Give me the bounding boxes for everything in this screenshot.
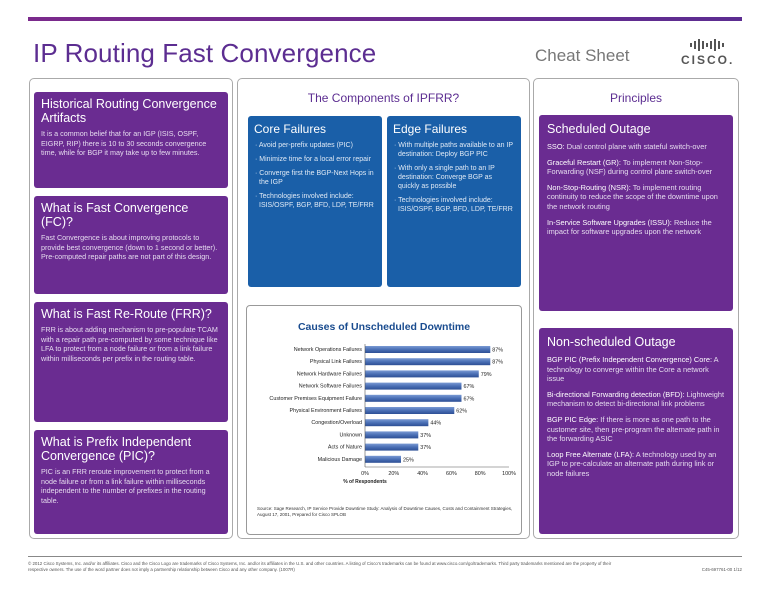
nonscheduled-title: Non-scheduled Outage bbox=[547, 335, 676, 349]
edge-item: · Technologies involved include: ISIS/OS… bbox=[394, 197, 513, 213]
scheduled-title: Scheduled Outage bbox=[547, 122, 651, 136]
bar bbox=[365, 419, 429, 427]
core-failures-title: Core Failures bbox=[254, 122, 327, 136]
box-fast-convergence: What is Fast Convergence (FC)? Fast Conv… bbox=[34, 196, 228, 294]
core-item: · Technologies involved include: ISIS/OS… bbox=[255, 193, 374, 209]
cisco-bars-icon bbox=[681, 38, 733, 52]
chart-title: Causes of Unscheduled Downtime bbox=[297, 321, 471, 333]
box-title: Historical Routing Convergence Artifacts bbox=[41, 97, 217, 125]
x-tick-label: 80% bbox=[475, 471, 486, 477]
bar-value-label: 37% bbox=[420, 433, 431, 439]
core-item: · Minimize time for a local error repair bbox=[255, 156, 371, 163]
principle-item: SSO: Dual control plane with stateful sw… bbox=[547, 142, 707, 151]
components-heading: The Components of IPFRR? bbox=[307, 91, 460, 105]
page-subtitle: Cheat Sheet bbox=[535, 46, 630, 65]
category-label: Physical Environment Failures bbox=[289, 408, 362, 414]
footer-legal: © 2012 Cisco Systems, Inc. and/or its af… bbox=[28, 561, 612, 572]
x-tick-label: 60% bbox=[446, 471, 457, 477]
chart-source: Source: Sage Research, IP Service Provid… bbox=[257, 506, 513, 517]
downtime-bar-chart: Network Operations Failures 87% Physical L… bbox=[269, 344, 516, 485]
category-label: Physical Link Failures bbox=[310, 359, 362, 365]
principle-item: BGP PIC Edge: If there is more as one pa… bbox=[547, 414, 720, 444]
category-label: Unknown bbox=[340, 432, 362, 438]
footer-divider bbox=[28, 556, 742, 557]
principle-item: Loop Free Alternate (LFA): A technology … bbox=[547, 449, 717, 478]
nonscheduled-outage-box: Non-scheduled Outage BGP PIC (Prefix Ind… bbox=[539, 328, 733, 534]
bar-value-label: 87% bbox=[492, 360, 503, 366]
bar bbox=[365, 346, 491, 353]
box-body: Fast Convergence is about improving prot… bbox=[41, 233, 218, 262]
edge-failures-box: Edge Failures · With multiple paths avai… bbox=[387, 116, 521, 287]
category-label: Malicious Damage bbox=[318, 457, 362, 463]
bar-value-label: 67% bbox=[463, 396, 474, 402]
x-tick-label: 100% bbox=[502, 471, 516, 477]
middle-column: The Components of IPFRR? Core Failures ·… bbox=[237, 78, 530, 539]
bar-value-label: 37% bbox=[420, 445, 431, 451]
footer: © 2012 Cisco Systems, Inc. and/or its af… bbox=[28, 561, 742, 573]
box-body: FRR is about adding mechanism to pre-pop… bbox=[41, 325, 218, 363]
category-label: Network Software Failures bbox=[299, 384, 363, 390]
bar-value-label: 62% bbox=[456, 409, 467, 415]
bar-value-label: 87% bbox=[492, 348, 503, 354]
principles-heading: Principles bbox=[609, 91, 663, 105]
right-column: Principles Scheduled Outage SSO: Dual co… bbox=[533, 78, 739, 539]
x-tick-label: 20% bbox=[388, 471, 399, 477]
page-title: IP Routing Fast Convergence bbox=[33, 38, 377, 68]
bar bbox=[365, 443, 419, 451]
bar-value-label: 67% bbox=[463, 384, 474, 390]
edge-failures-title: Edge Failures bbox=[393, 122, 468, 136]
principle-item: Graceful Restart (GR): To implement Non-… bbox=[547, 157, 713, 177]
bar-value-label: 25% bbox=[403, 457, 414, 463]
bar-value-label: 44% bbox=[430, 421, 441, 427]
box-fast-reroute: What is Fast Re-Route (FRR)? FRR is abou… bbox=[34, 302, 228, 422]
x-tick-label: 0% bbox=[361, 471, 369, 477]
downtime-chart-panel: Causes of Unscheduled Downtime Network O… bbox=[246, 305, 522, 535]
box-pic: What is Prefix Independent Convergence (… bbox=[34, 430, 228, 534]
x-tick-label: 40% bbox=[417, 471, 428, 477]
edge-item: · With multiple paths available to an IP… bbox=[394, 142, 513, 158]
box-historical: Historical Routing Convergence Artifacts… bbox=[34, 92, 228, 188]
bar bbox=[365, 382, 462, 390]
category-label: Customer Premises Equipment Failure bbox=[269, 396, 362, 402]
principle-item: BGP PIC (Prefix Independent Convergence)… bbox=[547, 355, 719, 384]
box-body: PIC is an FRR reroute improvement to pro… bbox=[41, 467, 210, 505]
cisco-wordmark: CISCO. bbox=[681, 53, 735, 67]
bar-value-label: 79% bbox=[481, 372, 492, 378]
category-label: Congestion/Overload bbox=[311, 420, 362, 426]
box-title: What is Fast Re-Route (FRR)? bbox=[41, 307, 212, 321]
principle-item: Bi-directional Forwarding detection (BFD… bbox=[547, 389, 725, 409]
core-item: · Avoid per-prefix updates (PIC) bbox=[255, 142, 353, 149]
principle-item: In-Service Software Upgrades (ISSU): Red… bbox=[547, 217, 712, 237]
bar bbox=[365, 407, 455, 414]
scheduled-outage-box: Scheduled Outage SSO: Dual control plane… bbox=[539, 115, 733, 311]
category-label: Network Hardware Failures bbox=[297, 371, 363, 377]
category-label: Network Operations Failures bbox=[294, 347, 363, 353]
bar bbox=[365, 358, 491, 366]
top-accent-bar bbox=[28, 17, 742, 21]
bar bbox=[365, 370, 479, 378]
box-body: It is a common belief that for an IGP (I… bbox=[41, 129, 207, 158]
box-title: What is Prefix Independent Convergence (… bbox=[41, 435, 192, 463]
category-label: Acts of Nature bbox=[328, 445, 362, 451]
core-item: · Converge first the BGP-Next Hops in th… bbox=[255, 170, 374, 186]
box-title: What is Fast Convergence (FC)? bbox=[41, 201, 189, 229]
bar bbox=[365, 455, 401, 463]
x-axis-label: % of Respondents bbox=[343, 479, 387, 485]
bar bbox=[365, 431, 419, 439]
edge-item: · With only a single path to an IP desti… bbox=[394, 165, 495, 190]
core-failures-box: Core Failures · Avoid per-prefix updates… bbox=[248, 116, 382, 287]
left-column: Historical Routing Convergence Artifacts… bbox=[29, 78, 233, 539]
footer-docid: C45-697761-00 1/12 bbox=[701, 567, 742, 572]
cisco-logo: CISCO. bbox=[681, 38, 733, 68]
bar bbox=[365, 394, 462, 402]
principle-item: Non-Stop-Routing (NSR): To implement rou… bbox=[547, 182, 718, 211]
